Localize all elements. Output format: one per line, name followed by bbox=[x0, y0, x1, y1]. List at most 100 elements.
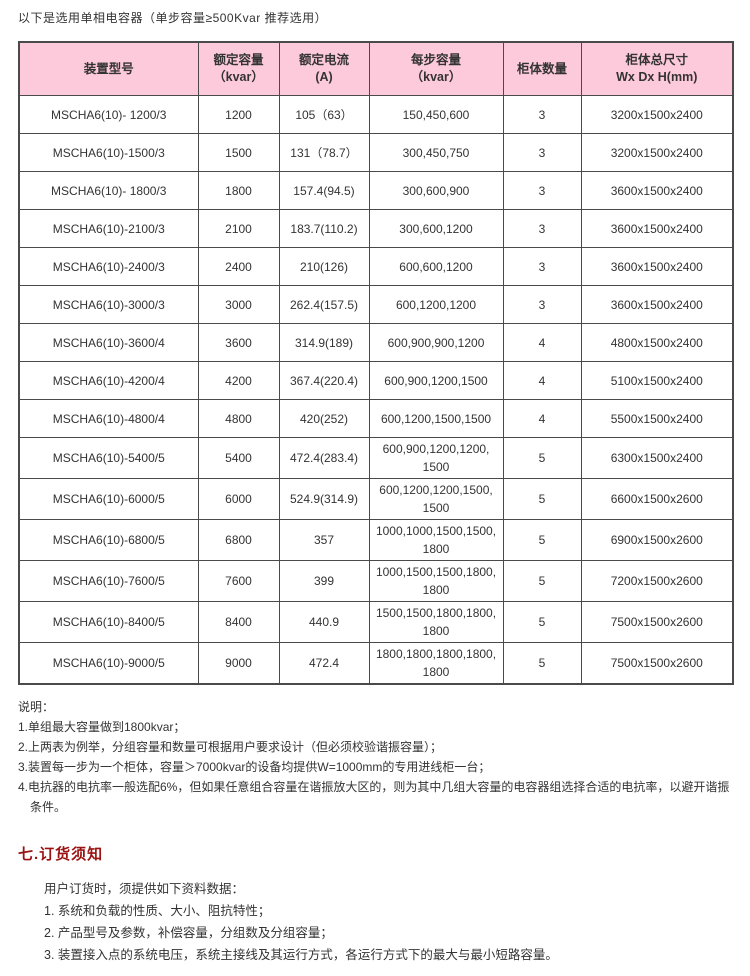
cell-model: MSCHA6(10)- 1200/3 bbox=[18, 95, 199, 134]
cell-rated-capacity: 4200 bbox=[197, 361, 280, 400]
note-item: 4.电抗器的电抗率一般选配6%，但如果任意组合容量在谐振放大区的，则为其中几组大… bbox=[18, 780, 730, 814]
cell-cabinet-count: 4 bbox=[502, 323, 582, 362]
cell-model: MSCHA6(10)-4800/4 bbox=[18, 399, 199, 438]
cell-rated-current: 357 bbox=[278, 519, 370, 561]
cell-model: MSCHA6(10)-2100/3 bbox=[18, 209, 199, 248]
cell-step-capacity: 600,900,1200,1200, 1500 bbox=[368, 437, 504, 479]
cell-rated-current: 440.9 bbox=[278, 601, 370, 643]
ordering-item: 1. 系统和负载的性质、大小、阻抗特性； bbox=[44, 904, 271, 918]
cell-rated-current: 314.9(189) bbox=[278, 323, 370, 362]
cell-rated-current: 524.9(314.9) bbox=[278, 478, 370, 520]
cell-cabinet-count: 5 bbox=[502, 642, 582, 685]
cell-rated-current: 183.7(110.2) bbox=[278, 209, 370, 248]
cell-cabinet-count: 3 bbox=[502, 285, 582, 324]
table-row: MSCHA6(10)-4800/4 4800 420(252) 600,1200… bbox=[18, 399, 734, 438]
cell-cabinet-count: 3 bbox=[502, 133, 582, 172]
cell-model: MSCHA6(10)-6800/5 bbox=[18, 519, 199, 561]
cell-rated-current: 367.4(220.4) bbox=[278, 361, 370, 400]
cell-step-capacity: 150,450,600 bbox=[368, 95, 504, 134]
cell-rated-current: 262.4(157.5) bbox=[278, 285, 370, 324]
cell-rated-capacity: 9000 bbox=[197, 642, 280, 685]
cell-rated-current: 105（63） bbox=[278, 95, 370, 134]
cell-rated-current: 210(126) bbox=[278, 247, 370, 286]
ordering-item: 2. 产品型号及参数，补偿容量，分组数及分组容量； bbox=[44, 926, 333, 940]
table-row: MSCHA6(10)-9000/5 9000 472.4 1800,1800,1… bbox=[18, 642, 734, 685]
cell-model: MSCHA6(10)-9000/5 bbox=[18, 642, 199, 685]
cell-step-capacity: 1000,1000,1500,1500, 1800 bbox=[368, 519, 504, 561]
ordering-item: 3. 装置接入点的系统电压，系统主接线及其运行方式，各运行方式下的最大与最小短路… bbox=[44, 948, 558, 962]
cell-cabinet-size: 7500x1500x2600 bbox=[580, 601, 734, 643]
cell-step-capacity: 300,600,1200 bbox=[368, 209, 504, 248]
cell-model: MSCHA6(10)-7600/5 bbox=[18, 560, 199, 602]
cell-model: MSCHA6(10)- 1800/3 bbox=[18, 171, 199, 210]
cell-rated-capacity: 1800 bbox=[197, 171, 280, 210]
cell-cabinet-count: 3 bbox=[502, 95, 582, 134]
cell-model: MSCHA6(10)-3600/4 bbox=[18, 323, 199, 362]
cell-cabinet-count: 3 bbox=[502, 209, 582, 248]
table-header-row: 装置型号 额定容量 （kvar） 额定电流 (A) 每步容量 （kvar） 柜体… bbox=[18, 41, 734, 96]
note-item: 1.单组最大容量做到1800kvar； bbox=[18, 720, 186, 734]
table-row: MSCHA6(10)-5400/5 5400 472.4(283.4) 600,… bbox=[18, 437, 734, 479]
table-row: MSCHA6(10)-2400/3 2400 210(126) 600,600,… bbox=[18, 247, 734, 286]
cell-rated-capacity: 7600 bbox=[197, 560, 280, 602]
col-header-cabinet-size: 柜体总尺寸 Wx Dx H(mm) bbox=[580, 41, 734, 96]
cell-step-capacity: 600,600,1200 bbox=[368, 247, 504, 286]
cell-model: MSCHA6(10)-2400/3 bbox=[18, 247, 199, 286]
cell-cabinet-count: 5 bbox=[502, 519, 582, 561]
cell-rated-capacity: 4800 bbox=[197, 399, 280, 438]
cell-cabinet-size: 6900x1500x2600 bbox=[580, 519, 734, 561]
cell-step-capacity: 600,1200,1200,1500, 1500 bbox=[368, 478, 504, 520]
intro-note: 以下是选用单相电容器（单步容量≥500Kvar 推荐选用） bbox=[18, 11, 328, 25]
ordering-list: 1. 系统和负载的性质、大小、阻抗特性； 2. 产品型号及参数，补偿容量，分组数… bbox=[44, 900, 732, 966]
cell-rated-current: 157.4(94.5) bbox=[278, 171, 370, 210]
cell-model: MSCHA6(10)-8400/5 bbox=[18, 601, 199, 643]
cell-step-capacity: 600,1200,1200 bbox=[368, 285, 504, 324]
cell-rated-current: 399 bbox=[278, 560, 370, 602]
cell-cabinet-size: 5500x1500x2400 bbox=[580, 399, 734, 438]
cell-cabinet-size: 7500x1500x2600 bbox=[580, 642, 734, 685]
ordering-section: 用户订货时，须提供如下资料数据： 1. 系统和负载的性质、大小、阻抗特性； 2.… bbox=[18, 878, 732, 966]
cell-cabinet-size: 5100x1500x2400 bbox=[580, 361, 734, 400]
cell-cabinet-size: 3600x1500x2400 bbox=[580, 209, 734, 248]
cell-cabinet-size: 3200x1500x2400 bbox=[580, 95, 734, 134]
notes-label: 说明： bbox=[18, 700, 55, 714]
table-row: MSCHA6(10)-8400/5 8400 440.9 1500,1500,1… bbox=[18, 601, 734, 643]
cell-rated-current: 472.4(283.4) bbox=[278, 437, 370, 479]
cell-step-capacity: 600,900,900,1200 bbox=[368, 323, 504, 362]
cell-cabinet-size: 3600x1500x2400 bbox=[580, 247, 734, 286]
table-row: MSCHA6(10)- 1200/3 1200 105（63） 150,450,… bbox=[18, 95, 734, 134]
cell-cabinet-count: 5 bbox=[502, 560, 582, 602]
ordering-intro: 用户订货时，须提供如下资料数据： bbox=[44, 882, 245, 896]
table-row: MSCHA6(10)-3600/4 3600 314.9(189) 600,90… bbox=[18, 323, 734, 362]
cell-step-capacity: 1800,1800,1800,1800, 1800 bbox=[368, 642, 504, 685]
col-header-cabinet-count: 柜体数量 bbox=[502, 41, 582, 96]
cell-rated-capacity: 1500 bbox=[197, 133, 280, 172]
table-row: MSCHA6(10)-7600/5 7600 399 1000,1500,150… bbox=[18, 560, 734, 602]
note-item: 2.上两表为例举，分组容量和数量可根据用户要求设计（但必须校验谐振容量）； bbox=[18, 740, 443, 754]
col-header-model: 装置型号 bbox=[18, 41, 199, 96]
table-row: MSCHA6(10)-1500/3 1500 131（78.7） 300,450… bbox=[18, 133, 734, 172]
notes-section: 说明： 1.单组最大容量做到1800kvar； 2.上两表为例举，分组容量和数量… bbox=[18, 697, 732, 817]
cell-cabinet-size: 6300x1500x2400 bbox=[580, 437, 734, 479]
cell-rated-capacity: 3000 bbox=[197, 285, 280, 324]
notes-list: 1.单组最大容量做到1800kvar； 2.上两表为例举，分组容量和数量可根据用… bbox=[18, 717, 732, 817]
capacitor-selection-table: 装置型号 额定容量 （kvar） 额定电流 (A) 每步容量 （kvar） 柜体… bbox=[18, 41, 734, 685]
cell-rated-capacity: 2100 bbox=[197, 209, 280, 248]
table-body: MSCHA6(10)- 1200/3 1200 105（63） 150,450,… bbox=[18, 95, 734, 685]
cell-cabinet-size: 3600x1500x2400 bbox=[580, 171, 734, 210]
col-header-rated-capacity: 额定容量 （kvar） bbox=[197, 41, 280, 96]
cell-rated-capacity: 2400 bbox=[197, 247, 280, 286]
table-row: MSCHA6(10)-4200/4 4200 367.4(220.4) 600,… bbox=[18, 361, 734, 400]
cell-cabinet-size: 4800x1500x2400 bbox=[580, 323, 734, 362]
cell-rated-capacity: 6800 bbox=[197, 519, 280, 561]
cell-model: MSCHA6(10)-4200/4 bbox=[18, 361, 199, 400]
table-row: MSCHA6(10)-3000/3 3000 262.4(157.5) 600,… bbox=[18, 285, 734, 324]
cell-cabinet-count: 4 bbox=[502, 399, 582, 438]
cell-rated-current: 420(252) bbox=[278, 399, 370, 438]
cell-model: MSCHA6(10)-1500/3 bbox=[18, 133, 199, 172]
cell-step-capacity: 600,900,1200,1500 bbox=[368, 361, 504, 400]
cell-cabinet-size: 6600x1500x2600 bbox=[580, 478, 734, 520]
col-header-rated-current: 额定电流 (A) bbox=[278, 41, 370, 96]
cell-rated-capacity: 5400 bbox=[197, 437, 280, 479]
